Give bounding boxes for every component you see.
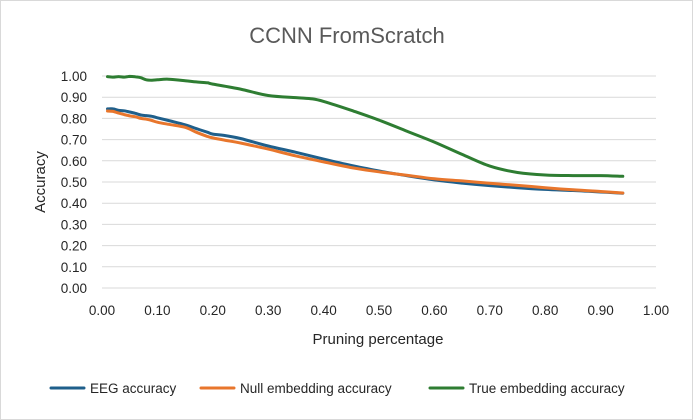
y-tick-label: 0.70 <box>61 133 87 148</box>
x-tick-label: 0.50 <box>366 303 392 318</box>
y-axis-ticks: 0.00 0.10 0.20 0.30 0.40 0.50 0.60 0.70 0.80 0.90… <box>61 69 87 296</box>
x-tick-label: 0.90 <box>587 303 613 318</box>
legend-label: Null embedding accuracy <box>240 381 392 396</box>
y-tick-label: 0.60 <box>61 154 87 169</box>
series-line-1 <box>106 107 625 195</box>
y-tick-label: 0.20 <box>61 239 87 254</box>
x-tick-label: 0.40 <box>310 303 336 318</box>
legend-label: EEG accuracy <box>90 381 177 396</box>
legend: EEG accuracy Null embedding accuracy True … <box>49 381 625 396</box>
y-tick-label: 0.40 <box>61 196 87 211</box>
series-line-2 <box>106 109 625 195</box>
x-tick-label: 0.60 <box>421 303 447 318</box>
x-axis-title: Pruning percentage <box>313 331 444 348</box>
chart-title: CCNN FromScratch <box>249 23 445 48</box>
y-tick-label: 0.10 <box>61 260 87 275</box>
series-line-3 <box>106 74 625 178</box>
y-axis-title: Accuracy <box>32 151 49 213</box>
x-tick-label: 0.80 <box>532 303 558 318</box>
y-tick-label: 0.90 <box>61 90 87 105</box>
gridlines <box>102 75 656 289</box>
x-tick-label: 0.10 <box>144 303 170 318</box>
x-tick-label: 0.70 <box>477 303 503 318</box>
y-tick-label: 0.50 <box>61 175 87 190</box>
x-tick-label: 1.00 <box>643 303 669 318</box>
y-tick-label: 1.00 <box>61 69 87 84</box>
x-tick-label: 0.30 <box>255 303 281 318</box>
legend-label: True embedding accuracy <box>469 381 625 396</box>
y-tick-label: 0.00 <box>61 281 87 296</box>
y-tick-label: 0.30 <box>61 217 87 232</box>
x-tick-label: 0.20 <box>200 303 226 318</box>
x-axis-ticks: 0.00 0.10 0.20 0.30 0.40 0.50 0.60 0.70 0.80 0.90… <box>89 303 669 318</box>
series-lines <box>106 74 625 195</box>
y-tick-label: 0.80 <box>61 111 87 126</box>
x-tick-label: 0.00 <box>89 303 115 318</box>
